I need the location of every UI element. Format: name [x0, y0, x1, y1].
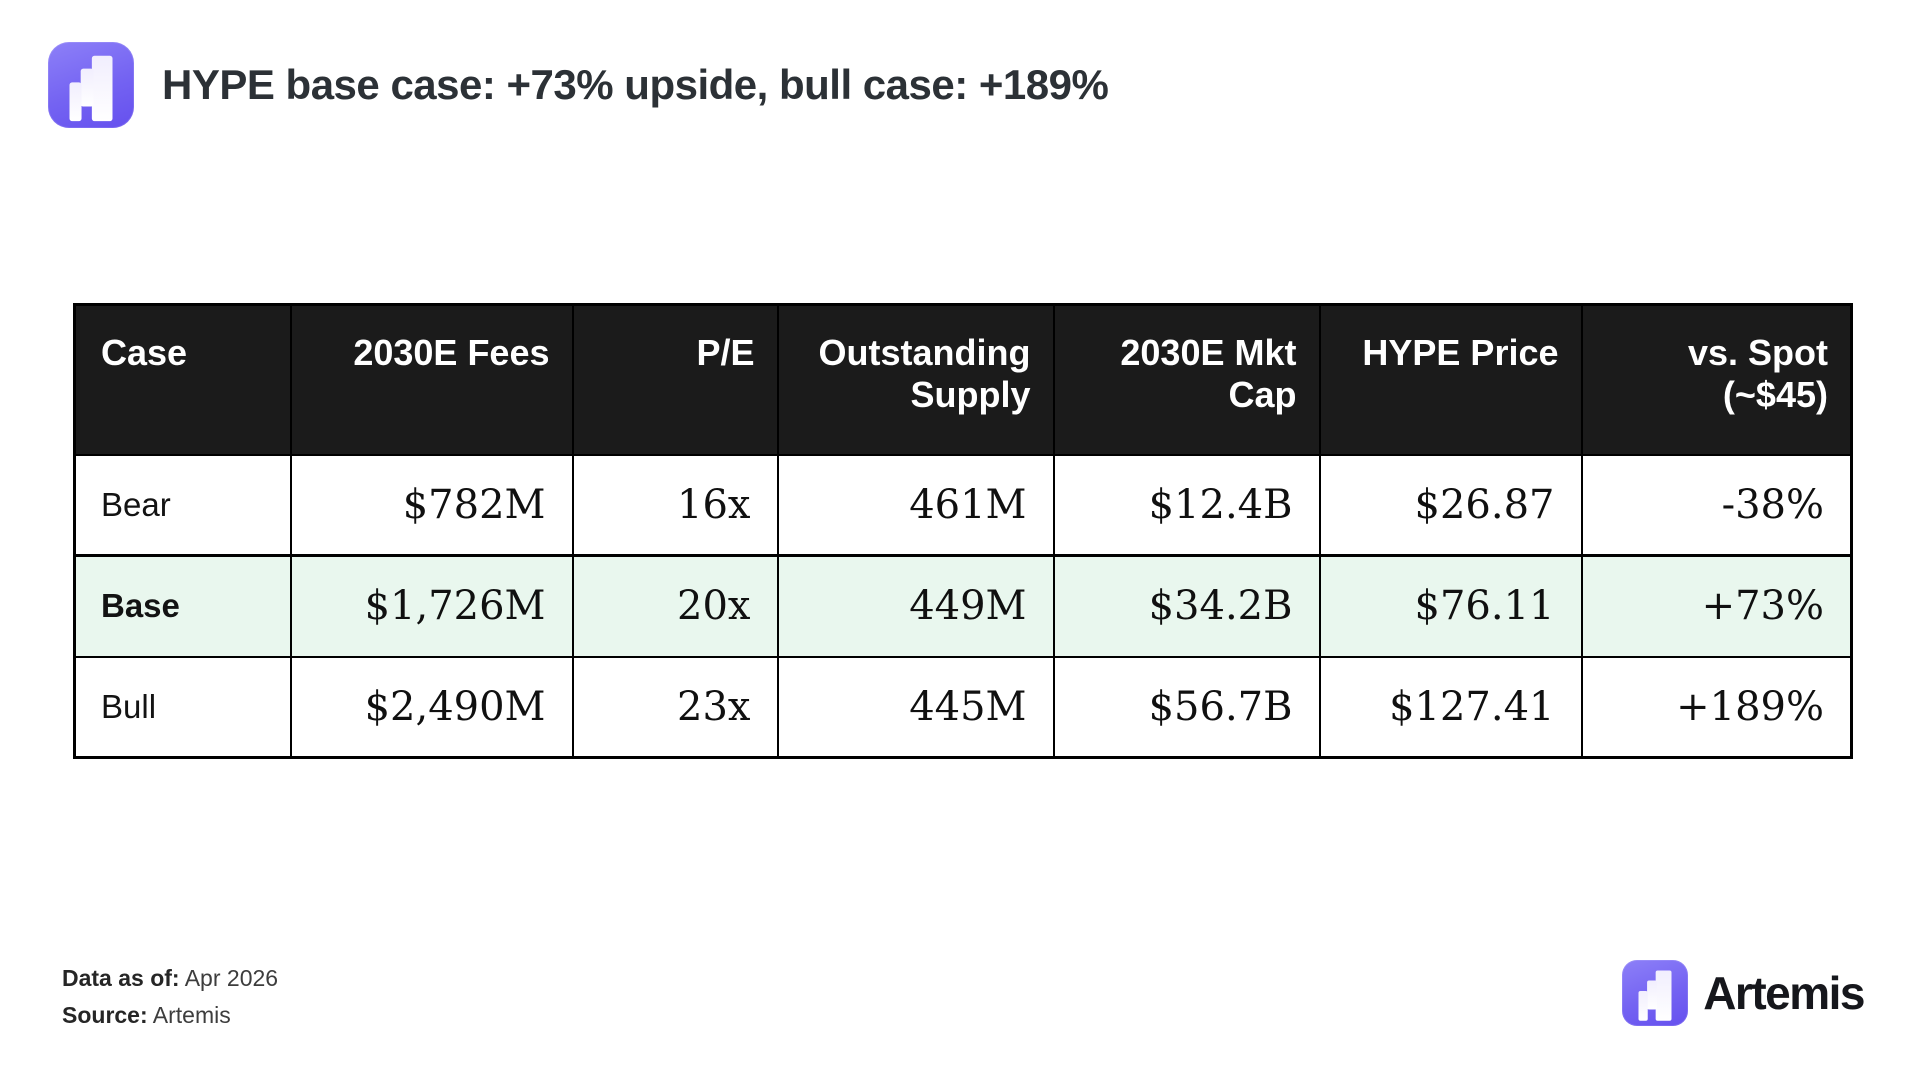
- data-as-of-label: Data as of:: [62, 965, 180, 991]
- column-header-vs-spot: vs. Spot (~$45): [1580, 303, 1853, 456]
- brand-wordmark: Artemis: [1703, 967, 1865, 1019]
- cell-bear-vs-spot: -38%: [1580, 453, 1853, 557]
- cell-bull-price: $127.41: [1318, 655, 1583, 759]
- brand-footer: Artemis: [1622, 960, 1865, 1026]
- cell-bull-supply: 445M: [776, 655, 1055, 759]
- cell-bear-pe: 16x: [571, 453, 779, 557]
- cell-bull-mktcap: $56.7B: [1052, 655, 1321, 759]
- footnotes: Data as of: Apr 2026 Source: Artemis: [62, 960, 278, 1034]
- cell-base-fees: $1,726M: [289, 554, 574, 658]
- cell-bull-pe: 23x: [571, 655, 779, 759]
- data-as-of-line: Data as of: Apr 2026: [62, 960, 278, 997]
- cell-bear-case: Bear: [73, 453, 292, 557]
- cell-bull-case: Bull: [73, 655, 292, 759]
- cell-bull-fees: $2,490M: [289, 655, 574, 759]
- column-header-outstanding-supply: Outstanding Supply: [776, 303, 1055, 456]
- table-row-bull: Bull $2,490M 23x 445M $56.7B $127.41 +18…: [73, 655, 1853, 759]
- source-label: Source:: [62, 1002, 148, 1028]
- page-title: HYPE base case: +73% upside, bull case: …: [162, 61, 1109, 108]
- cell-base-case: Base: [73, 554, 292, 658]
- source-value: Artemis: [152, 1002, 231, 1028]
- cell-bull-vs-spot: +189%: [1580, 655, 1853, 759]
- header-row: Case 2030E Fees P/E Outstanding Supply 2…: [73, 303, 1853, 456]
- column-header-hype-price: HYPE Price: [1318, 303, 1583, 456]
- artemis-logo-icon-small: [1622, 960, 1689, 1026]
- table-row-base: Base $1,726M 20x 449M $34.2B $76.11 +73%: [73, 554, 1853, 658]
- masthead: HYPE base case: +73% upside, bull case: …: [48, 42, 1109, 128]
- column-header-2030e-mkt-cap: 2030E Mkt Cap: [1052, 303, 1321, 456]
- table-header: Case 2030E Fees P/E Outstanding Supply 2…: [73, 303, 1853, 456]
- cell-base-supply: 449M: [776, 554, 1055, 658]
- cell-base-pe: 20x: [571, 554, 779, 658]
- column-header-case: Case: [73, 303, 292, 456]
- table-row-bear: Bear $782M 16x 461M $12.4B $26.87 -38%: [73, 453, 1853, 557]
- cell-bear-supply: 461M: [776, 453, 1055, 557]
- cell-base-mktcap: $34.2B: [1052, 554, 1321, 658]
- column-header-pe: P/E: [571, 303, 779, 456]
- scenario-table: Case 2030E Fees P/E Outstanding Supply 2…: [73, 303, 1853, 759]
- artemis-logo-icon: [48, 42, 134, 128]
- column-header-2030e-fees: 2030E Fees: [289, 303, 574, 456]
- cell-base-price: $76.11: [1318, 554, 1583, 658]
- cell-bear-price: $26.87: [1318, 453, 1583, 557]
- cell-bear-fees: $782M: [289, 453, 574, 557]
- data-as-of-value: Apr 2026: [184, 965, 279, 991]
- cell-bear-mktcap: $12.4B: [1052, 453, 1321, 557]
- cell-base-vs-spot: +73%: [1580, 554, 1853, 658]
- source-line: Source: Artemis: [62, 997, 278, 1034]
